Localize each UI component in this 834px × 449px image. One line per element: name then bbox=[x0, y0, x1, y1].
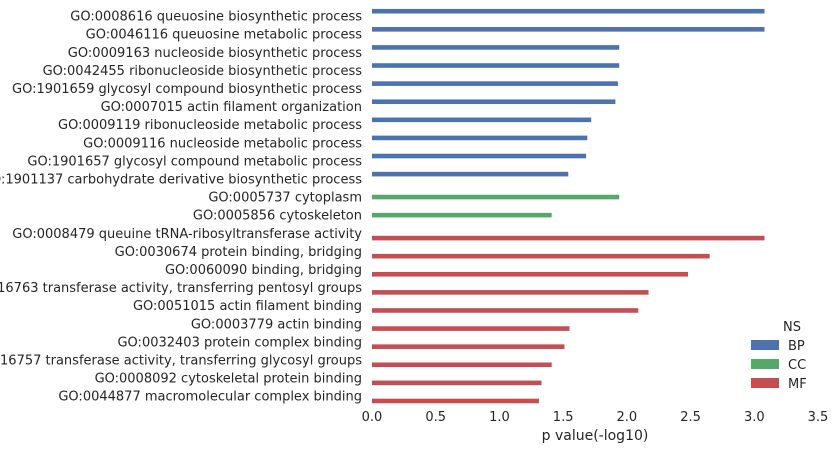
x-tick-label: 1.0 bbox=[489, 410, 510, 425]
x-axis-ticks: 0.0 0.5 1.0 1.5 2.0 2.5 3.0 3.5 bbox=[362, 410, 829, 425]
category-label: GO:0009119 ribonucleoside metabolic proc… bbox=[58, 118, 362, 133]
legend-label-cc: CC bbox=[788, 358, 806, 373]
bar-mf bbox=[372, 253, 710, 259]
category-label: GO:1901659 glycosyl compound biosyntheti… bbox=[12, 82, 362, 97]
category-label: GO:0008616 queuosine biosynthetic proces… bbox=[70, 10, 362, 25]
legend-label-mf: MF bbox=[788, 377, 807, 392]
category-label: GO:1901657 glycosyl compound metabolic p… bbox=[27, 154, 362, 169]
bar-bp bbox=[372, 8, 765, 14]
category-label: GO:1901137 carbohydrate derivative biosy… bbox=[0, 172, 362, 187]
bar-bp bbox=[372, 171, 569, 177]
bar-bp bbox=[372, 81, 618, 86]
bar-bp bbox=[372, 117, 592, 123]
category-label: GO:0046116 queuosine metabolic process bbox=[86, 28, 363, 43]
bar-mf bbox=[372, 362, 552, 368]
bar-mf bbox=[372, 271, 689, 277]
legend-swatch-cc bbox=[751, 359, 779, 369]
x-tick-label: 0.5 bbox=[425, 410, 446, 425]
category-label: GO:0008092 cytoskeletal protein binding bbox=[95, 372, 362, 387]
x-axis-title: p value(-log10) bbox=[542, 428, 649, 444]
x-tick-label: 1.5 bbox=[553, 410, 574, 425]
x-tick-label: 2.0 bbox=[617, 410, 638, 425]
bar-bp bbox=[372, 99, 616, 105]
category-label: GO:0005856 cytoskeleton bbox=[193, 209, 362, 224]
category-label: GO:0044877 macromolecular complex bindin… bbox=[58, 390, 362, 405]
bar-bp bbox=[372, 153, 587, 159]
bars bbox=[372, 8, 765, 404]
category-label: GO:0005737 cytoplasm bbox=[208, 191, 362, 206]
category-label: GO:0007015 actin filament organization bbox=[101, 100, 362, 115]
category-label: GO:0030674 protein binding, bridging bbox=[115, 245, 362, 260]
bar-mf bbox=[372, 308, 639, 313]
bar-mf bbox=[372, 235, 765, 241]
category-label: GO:0009116 nucleoside metabolic process bbox=[83, 136, 362, 151]
category-label: GO:0051015 actin filament binding bbox=[133, 299, 362, 314]
bar-cc bbox=[372, 194, 620, 200]
x-tick-label: 3.5 bbox=[808, 410, 829, 425]
bar-bp bbox=[372, 135, 588, 141]
category-label: GO:0016763 transferase activity, transfe… bbox=[0, 281, 362, 296]
bar-mf bbox=[372, 398, 539, 404]
x-tick-label: 0.0 bbox=[362, 410, 383, 425]
category-labels: GO:0008616 queuosine biosynthetic proces… bbox=[0, 10, 362, 405]
legend: NS BP CC MF bbox=[751, 320, 807, 392]
legend-title: NS bbox=[783, 320, 801, 335]
bar-mf bbox=[372, 380, 542, 386]
x-tick-label: 2.5 bbox=[680, 410, 701, 425]
category-label: GO:0003779 actin binding bbox=[191, 317, 362, 332]
bar-mf bbox=[372, 344, 565, 349]
category-label: GO:0060090 binding, bridging bbox=[165, 263, 362, 278]
bar-mf bbox=[372, 290, 649, 295]
category-label: GO:0016757 transferase activity, transfe… bbox=[0, 353, 362, 368]
x-tick-label: 3.0 bbox=[744, 410, 765, 425]
bar-mf bbox=[372, 326, 570, 331]
bar-bp bbox=[372, 63, 620, 68]
legend-label-bp: BP bbox=[788, 339, 805, 354]
bar-bp bbox=[372, 45, 620, 50]
legend-swatch-bp bbox=[751, 340, 779, 350]
legend-swatch-mf bbox=[751, 378, 779, 388]
bar-bp bbox=[372, 27, 765, 32]
category-label: GO:0042455 ribonucleoside biosynthetic p… bbox=[43, 64, 363, 79]
category-label: GO:0009163 nucleoside biosynthetic proce… bbox=[68, 46, 362, 61]
bar-cc bbox=[372, 212, 552, 218]
category-label: GO:0032403 protein complex binding bbox=[117, 335, 362, 350]
category-label: GO:0008479 queuine tRNA-ribosyltransfera… bbox=[12, 227, 362, 242]
